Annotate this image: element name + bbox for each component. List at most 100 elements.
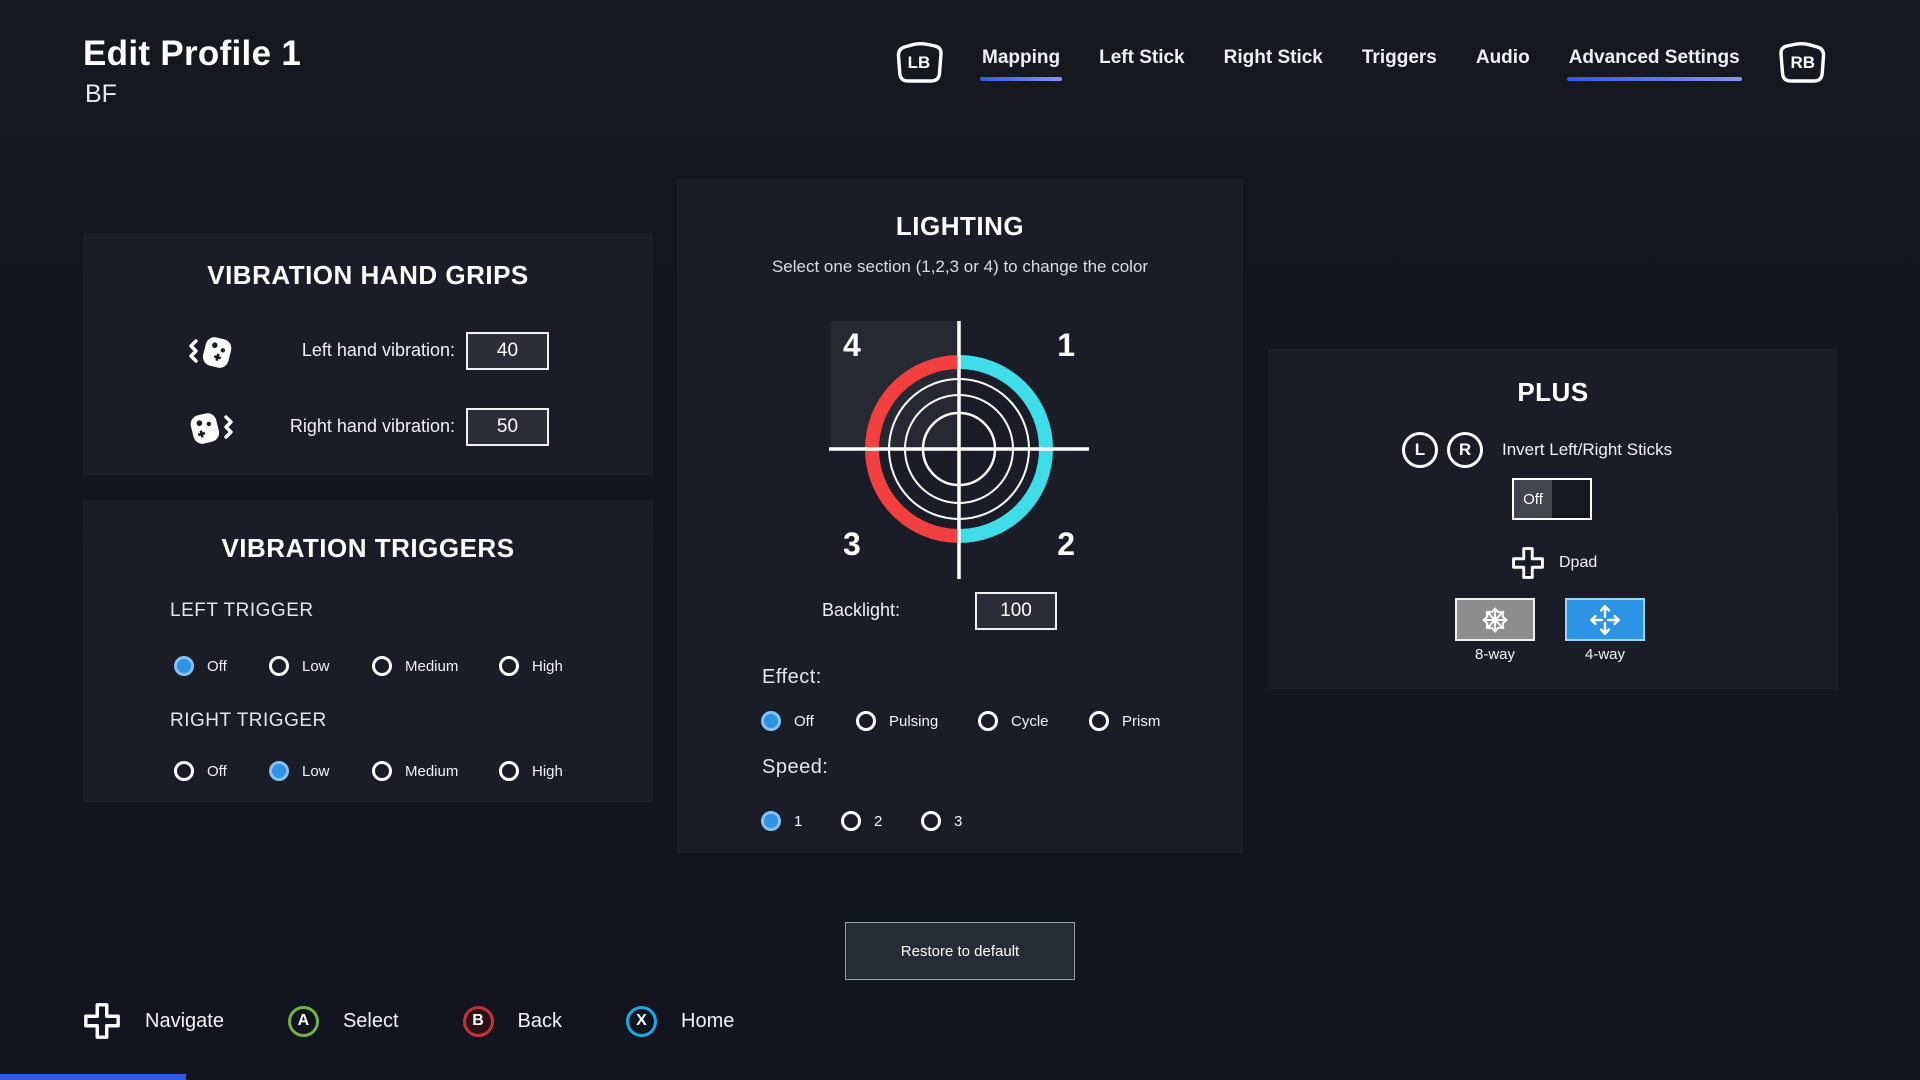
vibration-triggers-title: VIBRATION TRIGGERS [221, 533, 515, 563]
lb-bumper-icon[interactable]: LB [893, 40, 945, 86]
page-title: Edit Profile 1 [83, 34, 302, 73]
speed-option-3[interactable]: 3 [921, 810, 962, 832]
dpad-8way-label: 8-way [1474, 646, 1515, 663]
4way-arrows-icon [1590, 604, 1620, 635]
wheel-section-3[interactable]: 3 [843, 526, 861, 562]
toggle-state-label: Off [1514, 480, 1552, 518]
radio-selected-icon [269, 761, 289, 781]
radio-icon [978, 711, 998, 731]
left-trigger-option-high[interactable]: High [499, 655, 563, 677]
tab-audio[interactable]: Audio [1475, 47, 1530, 68]
tab-left-stick[interactable]: Left Stick [1099, 47, 1185, 68]
radio-option-label: Off [207, 762, 227, 780]
rb-label: RB [1790, 53, 1816, 72]
radio-icon [921, 811, 941, 831]
speed-label: Speed: [762, 756, 829, 778]
radio-option-label: Pulsing [889, 712, 939, 730]
plus-title: PLUS [1517, 377, 1589, 407]
vibration-hand-grips-panel: VIBRATION HAND GRIPS Left hand vibration… [83, 233, 653, 475]
radio-option-label: Off [794, 712, 814, 730]
radio-icon [372, 656, 392, 676]
dpad-icon [84, 1003, 120, 1039]
right-trigger-option-medium[interactable]: Medium [372, 760, 458, 782]
left-hand-vibration-input[interactable]: 40 [466, 332, 549, 370]
effect-option-off[interactable]: Off [761, 710, 814, 732]
lighting-wheel-graphic [829, 321, 1089, 579]
radio-option-label: Low [302, 657, 330, 675]
wheel-section-4[interactable]: 4 [843, 327, 861, 363]
right-hand-vibration-icon [190, 413, 233, 444]
right-hand-vibration-input[interactable]: 50 [466, 408, 549, 446]
r-stick-icon: R [1447, 432, 1483, 468]
dpad-4way-button[interactable] [1565, 598, 1645, 641]
navigate-label: Navigate [145, 1009, 224, 1032]
radio-icon [174, 761, 194, 781]
a-button-icon: A [287, 1005, 319, 1037]
footer-hints-bar: Navigate A Select B Back X Home [83, 1002, 734, 1040]
left-trigger-option-off[interactable]: Off [174, 655, 227, 677]
vibration-hand-grips-title: VIBRATION HAND GRIPS [207, 260, 529, 290]
select-hint: A Select [287, 1005, 399, 1037]
wheel-section-2[interactable]: 2 [1057, 526, 1075, 562]
lighting-panel: LIGHTING Select one section (1,2,3 or 4)… [677, 179, 1243, 853]
right-trigger-label: RIGHT TRIGGER [170, 710, 327, 731]
vibration-triggers-panel: VIBRATION TRIGGERS LEFT TRIGGER Off Low … [83, 500, 653, 802]
rb-bumper-shape [1779, 42, 1825, 83]
radio-icon [1089, 711, 1109, 731]
dpad-icon [1512, 547, 1544, 579]
effect-option-prism[interactable]: Prism [1089, 710, 1160, 732]
back-hint: B Back [462, 1005, 562, 1037]
radio-option-label: 1 [794, 812, 803, 830]
restore-to-default-button[interactable]: Restore to default [845, 922, 1075, 980]
invert-sticks-toggle[interactable]: Off [1512, 478, 1592, 520]
select-label: Select [342, 1009, 399, 1032]
effect-option-cycle[interactable]: Cycle [978, 710, 1049, 732]
speed-option-2[interactable]: 2 [841, 810, 882, 832]
radio-selected-icon [761, 711, 781, 731]
radio-option-label: High [532, 762, 563, 780]
profile-subtitle: BF [85, 80, 117, 108]
left-trigger-label: LEFT TRIGGER [170, 600, 314, 621]
right-trigger-option-low[interactable]: Low [269, 760, 330, 782]
backlight-label: Backlight: [821, 600, 900, 620]
top-nav: LB Mapping Left Stick Right Stick Trigge… [893, 40, 1829, 86]
speed-option-1[interactable]: 1 [761, 810, 802, 832]
lb-label: LB [907, 53, 931, 72]
lighting-wheel[interactable]: 4 1 3 2 [819, 309, 1099, 589]
right-trigger-option-off[interactable]: Off [174, 760, 227, 782]
tab-mapping[interactable]: Mapping [980, 41, 1063, 85]
invert-sticks-label: Invert Left/Right Sticks [1502, 440, 1673, 459]
right-trigger-option-high[interactable]: High [499, 760, 563, 782]
dpad-label: Dpad [1559, 554, 1598, 571]
radio-selected-icon [761, 811, 781, 831]
left-trigger-option-medium[interactable]: Medium [372, 655, 458, 677]
wheel-section-1[interactable]: 1 [1057, 327, 1075, 363]
back-label: Back [517, 1009, 562, 1032]
left-hand-vibration-icon [189, 337, 232, 368]
plus-panel: PLUS L R Invert Left/Right Sticks Off Dp… [1268, 349, 1838, 689]
8way-arrows-icon [1482, 607, 1508, 632]
rb-bumper-icon[interactable]: RB [1777, 40, 1829, 86]
dpad-row: Dpad [1511, 546, 1597, 580]
lighting-title: LIGHTING [895, 211, 1025, 241]
lighting-subtitle: Select one section (1,2,3 or 4) to chang… [771, 257, 1149, 276]
radio-icon [269, 656, 289, 676]
effect-option-pulsing[interactable]: Pulsing [856, 710, 938, 732]
tab-triggers[interactable]: Triggers [1361, 47, 1437, 68]
x-button-icon: X [626, 1005, 657, 1037]
radio-icon [372, 761, 392, 781]
dpad-4way-label: 4-way [1584, 646, 1625, 663]
bottom-blue-bar[interactable] [0, 1074, 186, 1080]
dpad-8way-button[interactable] [1455, 598, 1535, 641]
radio-icon [841, 811, 861, 831]
left-trigger-option-low[interactable]: Low [269, 655, 330, 677]
radio-icon [499, 761, 519, 781]
tab-advanced-settings[interactable]: Advanced Settings [1566, 41, 1742, 85]
radio-option-label: Cycle [1011, 712, 1049, 730]
radio-option-label: 3 [954, 812, 963, 830]
radio-option-label: 2 [874, 812, 883, 830]
radio-option-label: High [532, 657, 563, 675]
backlight-input[interactable]: 100 [975, 592, 1057, 630]
tab-right-stick[interactable]: Right Stick [1223, 47, 1323, 68]
effect-label: Effect: [762, 666, 822, 688]
